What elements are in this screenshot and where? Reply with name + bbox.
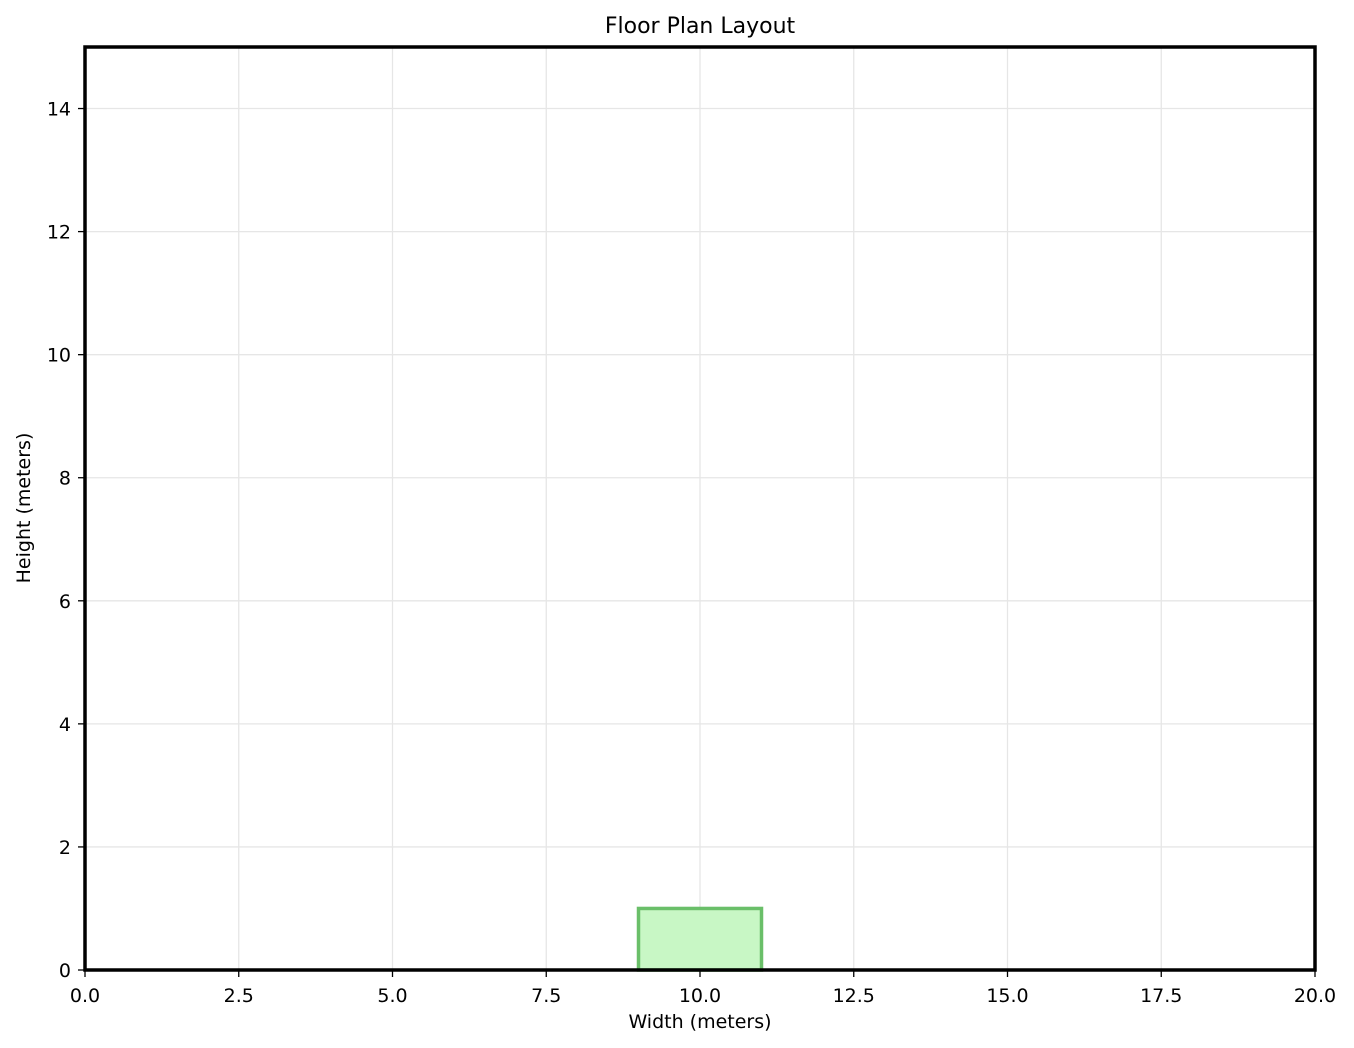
axis-ticks: 0.0 2.5 5.0 7.5 10.0 12.5 15.0 17.5 20.0 0 2 4 6 8 10 1… bbox=[47, 99, 1336, 1007]
x-tick-label: 2.5 bbox=[224, 985, 254, 1007]
x-tick-label: 10.0 bbox=[679, 985, 721, 1007]
x-tick-label: 12.5 bbox=[833, 985, 875, 1007]
x-tick-label: 7.5 bbox=[531, 985, 561, 1007]
x-tick-label: 20.0 bbox=[1294, 985, 1336, 1007]
x-tick-label: 0.0 bbox=[70, 985, 100, 1007]
y-tick-label: 4 bbox=[59, 714, 71, 736]
x-tick-label: 17.5 bbox=[1140, 985, 1182, 1007]
room-rect bbox=[636, 906, 764, 972]
x-tick-label: 15.0 bbox=[986, 985, 1028, 1007]
grid-lines bbox=[84, 47, 1316, 971]
y-tick-label: 12 bbox=[47, 222, 71, 244]
chart-title: Floor Plan Layout bbox=[605, 14, 796, 39]
y-tick-label: 10 bbox=[47, 345, 71, 367]
x-axis-label: Width (meters) bbox=[628, 1011, 771, 1033]
y-tick-label: 6 bbox=[59, 591, 71, 613]
y-tick-label: 8 bbox=[59, 468, 71, 490]
y-tick-label: 2 bbox=[59, 837, 71, 859]
y-axis-label: Height (meters) bbox=[13, 433, 35, 584]
x-tick-label: 5.0 bbox=[377, 985, 407, 1007]
y-tick-label: 0 bbox=[59, 960, 71, 982]
rooms-layer bbox=[636, 906, 764, 972]
y-tick-label: 14 bbox=[47, 99, 71, 121]
